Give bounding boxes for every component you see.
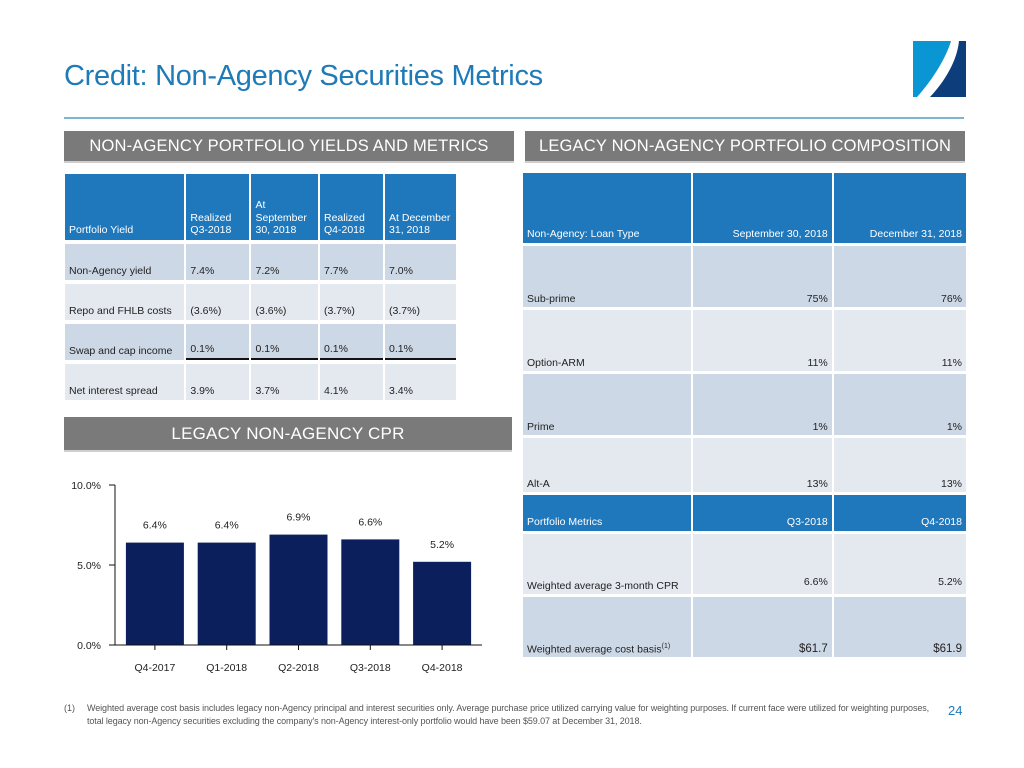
column-header: September 30, 2018 (692, 173, 832, 243)
table-row: Weighted average cost basis(1) $61.7 $61… (523, 597, 966, 657)
cell-value: 0.1% (319, 324, 384, 360)
table-row: Repo and FHLB costs (3.6%) (3.6%) (3.7%)… (65, 284, 456, 320)
cell-value: (3.7%) (385, 284, 456, 320)
column-header: Portfolio Metrics (523, 495, 691, 531)
footnote-ref: (1) (661, 642, 671, 650)
table-row: Alt-A 13% 13% (523, 438, 966, 492)
bar (269, 534, 328, 645)
row-label: Repo and FHLB costs (65, 284, 185, 320)
cell-value: 3.4% (385, 364, 456, 400)
x-tick-label: Q4-2017 (134, 662, 175, 674)
cell-value: $61.7 (692, 597, 832, 657)
cpr-bar-chart: 0.0% 5.0% 10.0% 6.4% 6.4% 6.9% 6.6% 5.2% Q4-20… (71, 480, 482, 674)
column-header: Realized Q3-2018 (186, 174, 250, 240)
cell-value: 3.9% (186, 364, 250, 400)
bar (413, 561, 472, 645)
column-header: December 31, 2018 (833, 173, 966, 243)
y-axis: 0.0% 5.0% 10.0% (71, 480, 116, 652)
bar-value-label: 6.6% (358, 516, 382, 528)
cell-value: 75% (692, 246, 832, 307)
cell-value: 6.6% (692, 534, 832, 594)
cpr-section-header: LEGACY NON-AGENCY CPR (64, 417, 512, 452)
row-label: Alt-A (523, 438, 691, 492)
row-label: Swap and cap income (65, 324, 185, 360)
cell-value: 1% (692, 374, 832, 435)
cell-value: 0.1% (385, 324, 456, 360)
column-header: Non-Agency: Loan Type (523, 173, 691, 243)
column-header: Realized Q4-2018 (319, 174, 384, 240)
bar-value-label: 6.4% (143, 520, 167, 532)
cell-value: 0.1% (251, 324, 318, 360)
table-row: Non-Agency yield 7.4% 7.2% 7.7% 7.0% (65, 244, 456, 280)
column-header: Q4-2018 (833, 495, 966, 531)
table-header-row: Non-Agency: Loan Type September 30, 2018… (523, 173, 966, 243)
company-logo-icon (913, 41, 966, 97)
column-header: At December 31, 2018 (385, 174, 456, 240)
cell-value: 11% (692, 310, 832, 371)
footnote: (1) Weighted average cost basis includes… (64, 702, 934, 728)
cell-value: 4.1% (319, 364, 384, 400)
cell-value: 13% (833, 438, 966, 492)
cell-value: 5.2% (833, 534, 966, 594)
x-tick-label: Q3-2018 (350, 662, 391, 674)
bar (341, 539, 400, 645)
yields-section-header: NON-AGENCY PORTFOLIO YIELDS AND METRICS (64, 131, 514, 163)
cell-value: (3.6%) (186, 284, 250, 320)
cell-value: (3.7%) (319, 284, 384, 320)
cell-value: 0.1% (186, 324, 250, 360)
cell-value: 11% (833, 310, 966, 371)
table-row: Weighted average 3-month CPR 6.6% 5.2% (523, 534, 966, 594)
title-divider (64, 117, 964, 119)
column-header: Q3-2018 (692, 495, 832, 531)
cell-value: 1% (833, 374, 966, 435)
row-label: Sub-prime (523, 246, 691, 307)
row-label: Option-ARM (523, 310, 691, 371)
table-row: Prime 1% 1% (523, 374, 966, 435)
cell-value: 7.7% (319, 244, 384, 280)
portfolio-composition-table: Non-Agency: Loan Type September 30, 2018… (521, 170, 968, 660)
cell-value: $61.9 (833, 597, 966, 657)
composition-section-header: LEGACY NON-AGENCY PORTFOLIO COMPOSITION (525, 131, 965, 163)
bar (125, 542, 184, 645)
row-label: Weighted average cost basis(1) (523, 597, 691, 657)
bars: 6.4% 6.4% 6.9% 6.6% 5.2% (125, 512, 472, 645)
cell-value: 7.2% (251, 244, 318, 280)
x-axis: Q4-2017 Q1-2018 Q2-2018 Q3-2018 Q4-2018 (115, 644, 482, 674)
row-label: Prime (523, 374, 691, 435)
table-row: Swap and cap income 0.1% 0.1% 0.1% 0.1% (65, 324, 456, 360)
page-title: Credit: Non-Agency Securities Metrics (64, 60, 543, 92)
table-row: Option-ARM 11% 11% (523, 310, 966, 371)
row-label: Net interest spread (65, 364, 185, 400)
bar-value-label: 5.2% (430, 539, 454, 551)
x-tick-label: Q2-2018 (278, 662, 319, 674)
cell-value: 7.0% (385, 244, 456, 280)
y-tick-label: 0.0% (77, 640, 101, 652)
bar (197, 542, 256, 645)
table-header-row: Portfolio Yield Realized Q3-2018 At Septem… (65, 174, 456, 240)
y-tick-label: 10.0% (71, 480, 101, 492)
table-row: Sub-prime 75% 76% (523, 246, 966, 307)
metrics-header-row: Portfolio Metrics Q3-2018 Q4-2018 (523, 495, 966, 531)
table-row: Net interest spread 3.9% 3.7% 4.1% 3.4% (65, 364, 456, 400)
cell-value: 7.4% (186, 244, 250, 280)
column-header: Portfolio Yield (65, 174, 185, 240)
row-label: Non-Agency yield (65, 244, 185, 280)
footnote-marker: (1) (64, 703, 75, 713)
footnote-text: Weighted average cost basis includes leg… (87, 703, 930, 727)
bar-value-label: 6.4% (215, 520, 239, 532)
bar-value-label: 6.9% (287, 512, 311, 524)
cell-value: 3.7% (251, 364, 318, 400)
cell-value: (3.6%) (251, 284, 318, 320)
portfolio-yields-table: Portfolio Yield Realized Q3-2018 At Septem… (63, 170, 458, 404)
page-number: 24 (948, 703, 963, 718)
x-tick-label: Q1-2018 (206, 662, 247, 674)
cell-value: 13% (692, 438, 832, 492)
row-label: Weighted average 3-month CPR (523, 534, 691, 594)
column-header: At September 30, 2018 (251, 174, 318, 240)
cell-value: 76% (833, 246, 966, 307)
y-tick-label: 5.0% (77, 560, 101, 572)
x-tick-label: Q4-2018 (422, 662, 463, 674)
